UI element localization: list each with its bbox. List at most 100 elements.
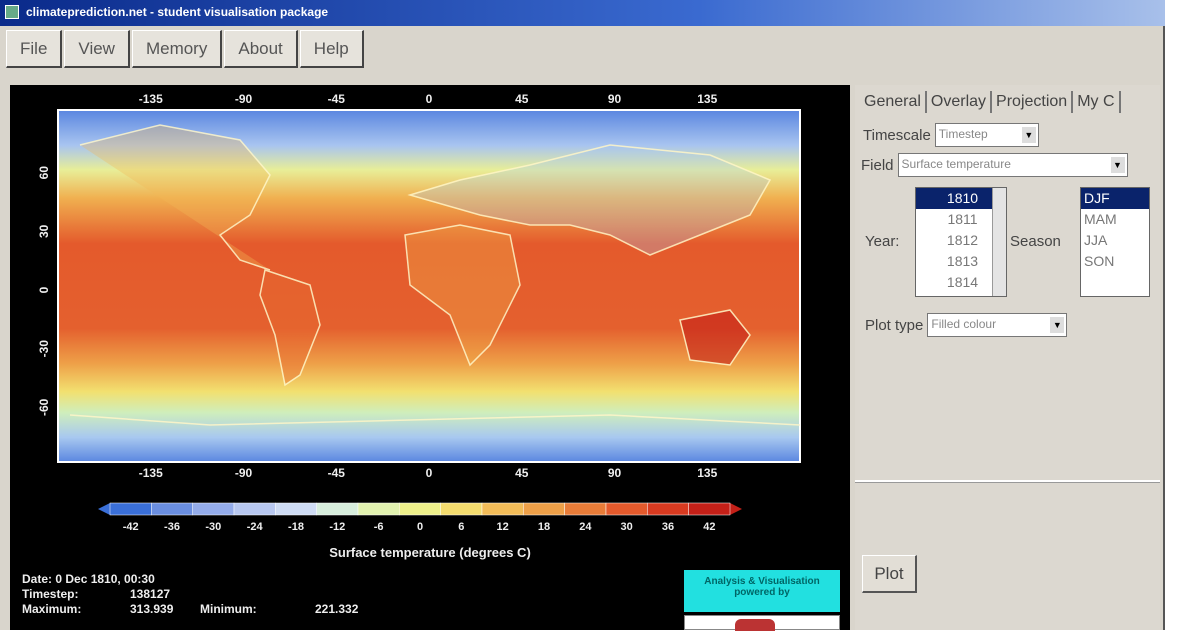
menu-bar: File View Memory About Help xyxy=(6,30,366,68)
year-label: Year: xyxy=(865,233,900,250)
colorbar-segment xyxy=(316,502,359,516)
year-list[interactable]: 1810 1811 1812 1813 1814 xyxy=(915,187,1007,297)
y-tick: -30 xyxy=(37,340,51,358)
x-tick-top: 135 xyxy=(697,92,717,106)
menu-memory[interactable]: Memory xyxy=(131,30,223,68)
minimum-label: Minimum: xyxy=(200,602,257,616)
colorbar-tick: -12 xyxy=(329,521,345,533)
colorbar-label: Surface temperature (degrees C) xyxy=(329,545,531,560)
x-tick-top: -45 xyxy=(328,92,346,106)
menu-about[interactable]: About xyxy=(224,30,298,68)
colorbar-tick: 36 xyxy=(662,521,674,533)
app-window: climateprediction.net - student visualis… xyxy=(0,0,1165,631)
colorbar-segment xyxy=(605,502,648,516)
window-title: climateprediction.net - student visualis… xyxy=(26,5,329,19)
tab-my[interactable]: My C xyxy=(1073,91,1121,113)
colorbar-segment xyxy=(523,502,565,516)
colorbar-tick: -18 xyxy=(288,521,304,533)
chevron-down-icon: ▼ xyxy=(1021,127,1036,143)
x-tick-bottom: 45 xyxy=(515,466,529,480)
temperature-map: -135 -90 -45 0 45 90 135-135 -90 -45 0 45 90 1356030… xyxy=(37,92,801,533)
date-text: Date: 0 Dec 1810, 00:30 xyxy=(22,572,155,586)
colorbar-tick: -24 xyxy=(247,521,264,533)
plot-button[interactable]: Plot xyxy=(862,555,917,593)
colorbar-tick: -6 xyxy=(374,521,384,533)
minimum-value: 221.332 xyxy=(315,602,359,616)
plot-canvas: -135 -90 -45 0 45 90 135 -135 -90 -45 0 45 90 135 60 30… xyxy=(10,85,850,631)
app-icon xyxy=(5,5,19,19)
x-tick-bottom: -45 xyxy=(328,466,346,480)
tab-general[interactable]: General xyxy=(860,91,927,113)
season-option[interactable]: JJA xyxy=(1084,232,1108,248)
colorbar-segment xyxy=(151,502,193,516)
tab-bar: General Overlay Projection My C xyxy=(860,91,1121,113)
timestep-label: Timestep: xyxy=(22,587,79,601)
year-option[interactable]: 1810 xyxy=(916,188,1006,209)
colorbar-tick: -36 xyxy=(164,521,180,533)
menu-view[interactable]: View xyxy=(64,30,130,68)
colorbar-tick: -30 xyxy=(205,521,221,533)
coastlines xyxy=(69,124,801,426)
field-select[interactable]: Surface temperature ▼ xyxy=(897,153,1128,177)
season-label: Season xyxy=(1010,233,1061,250)
x-tick-bottom: 135 xyxy=(697,466,717,480)
year-option[interactable]: 1813 xyxy=(946,253,979,269)
season-option[interactable]: SON xyxy=(1084,253,1115,269)
colorbar-segment xyxy=(481,502,524,516)
season-option[interactable]: MAM xyxy=(1084,211,1117,227)
x-tick-top: 90 xyxy=(608,92,622,106)
tab-overlay[interactable]: Overlay xyxy=(927,91,993,113)
settings-panel: General Overlay Projection My C Timescal… xyxy=(855,85,1160,630)
menu-help[interactable]: Help xyxy=(299,30,364,68)
colorbar-segment xyxy=(357,502,400,516)
plot-type-value: Filled colour xyxy=(931,317,997,331)
menu-file[interactable]: File xyxy=(6,30,63,68)
colorbar-arrow-low xyxy=(98,503,110,515)
colorbar-tick: 30 xyxy=(621,521,633,533)
x-tick-bottom: 0 xyxy=(426,466,433,480)
season-list[interactable]: DJF MAM JJA SON xyxy=(1080,187,1150,297)
year-scrollbar[interactable] xyxy=(992,188,1006,296)
colorbar-tick: -42 xyxy=(123,521,139,533)
colorbar-segment xyxy=(192,502,235,516)
colorbar-segment xyxy=(275,502,317,516)
y-tick: -60 xyxy=(37,398,51,416)
timescale-label: Timescale xyxy=(863,126,931,144)
year-option[interactable]: 1811 xyxy=(947,211,978,227)
season-option[interactable]: DJF xyxy=(1081,188,1149,209)
colorbar-segment xyxy=(647,502,689,516)
colorbar-tick: 24 xyxy=(579,521,592,533)
plot-type-label: Plot type xyxy=(865,316,924,334)
year-option[interactable]: 1814 xyxy=(946,274,979,290)
tab-projection[interactable]: Projection xyxy=(992,91,1074,113)
y-tick: 0 xyxy=(37,286,51,293)
maximum-label: Maximum: xyxy=(22,602,82,616)
plot-type-select[interactable]: Filled colour ▼ xyxy=(927,313,1068,337)
x-tick-bottom: -135 xyxy=(139,466,163,480)
x-tick-top: -135 xyxy=(139,92,163,106)
timescale-value: Timestep xyxy=(938,127,988,141)
colorbar-tick: 42 xyxy=(703,521,715,533)
x-tick-top: 45 xyxy=(515,92,529,106)
colorbar-segment xyxy=(233,502,276,516)
timestep-value: 138127 xyxy=(130,587,171,601)
partner-logo xyxy=(684,615,840,631)
timescale-select[interactable]: Timestep ▼ xyxy=(934,123,1039,147)
chevron-down-icon: ▼ xyxy=(1110,157,1125,173)
powered-by-badge: Analysis & Visualisation powered by xyxy=(684,570,840,612)
colorbar-tick: 18 xyxy=(538,521,550,533)
title-bar: climateprediction.net - student visualis… xyxy=(0,0,1165,26)
field-value: Surface temperature xyxy=(901,157,1011,171)
x-tick-top: -90 xyxy=(235,92,253,106)
y-tick: 30 xyxy=(37,224,51,238)
colorbar-segment xyxy=(688,502,731,516)
colorbar-arrow-high xyxy=(730,503,742,515)
panel-divider xyxy=(855,480,1160,483)
colorbar-tick: 6 xyxy=(458,521,464,533)
colorbar-segment xyxy=(399,502,441,516)
x-tick-bottom: 90 xyxy=(608,466,622,480)
colorbar-tick: 0 xyxy=(417,521,423,533)
field-label: Field xyxy=(861,156,894,174)
year-option[interactable]: 1812 xyxy=(946,232,979,248)
map-field xyxy=(57,109,801,463)
